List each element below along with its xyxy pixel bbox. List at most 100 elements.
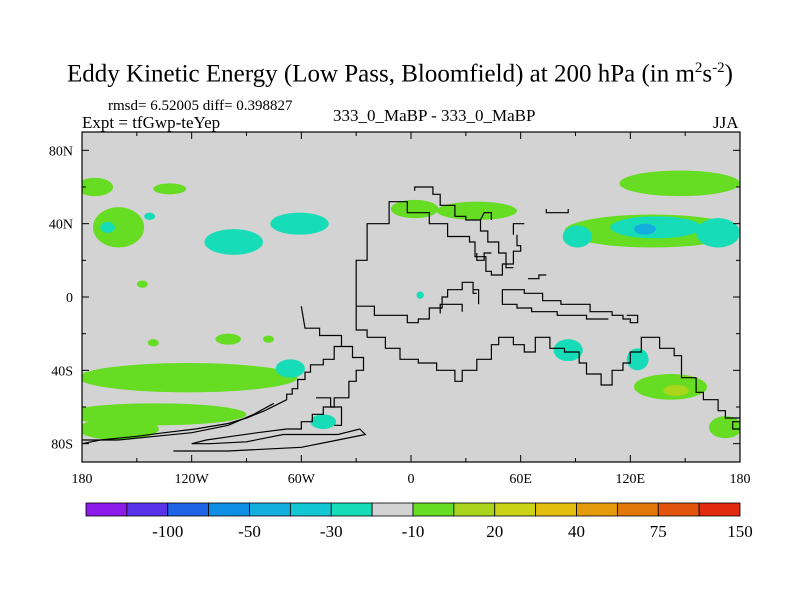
x-tick-label: 180 bbox=[72, 472, 93, 487]
colorbar-swatch bbox=[657, 502, 700, 517]
coastline-11 bbox=[732, 421, 740, 430]
title-close: ) bbox=[724, 60, 733, 88]
anomaly-region-26 bbox=[626, 348, 649, 371]
title-unit: s bbox=[702, 60, 713, 88]
coastline-20 bbox=[545, 209, 569, 214]
anomaly-region-25 bbox=[416, 291, 424, 299]
colorbar-label: -30 bbox=[320, 522, 343, 541]
x-tick-label: 120E bbox=[616, 472, 646, 487]
anomaly-region-14 bbox=[696, 218, 740, 248]
colorbar-swatch bbox=[289, 502, 332, 517]
anomaly-region-15 bbox=[136, 280, 148, 288]
colorbar-swatch bbox=[208, 502, 250, 517]
coastline-8 bbox=[355, 201, 522, 307]
anomaly-region-2 bbox=[92, 207, 145, 248]
colorbar-swatch bbox=[453, 502, 496, 517]
coastline-0 bbox=[286, 306, 343, 400]
colorbar-swatch bbox=[249, 502, 291, 517]
colorbar-label: 20 bbox=[486, 522, 503, 541]
coastline-17 bbox=[512, 223, 525, 235]
coastline-1 bbox=[286, 345, 365, 430]
title-sup-2: -2 bbox=[712, 60, 725, 76]
coastline-9 bbox=[356, 281, 480, 324]
anomaly-region-21 bbox=[82, 418, 159, 440]
anomaly-region-18 bbox=[262, 335, 274, 343]
season-label: JJA bbox=[713, 113, 739, 132]
anomaly-regions bbox=[82, 170, 740, 440]
anomaly-region-5 bbox=[204, 229, 263, 255]
colorbar: -100 -50 -30 -10 20 40 75 150 bbox=[85, 502, 753, 541]
anomaly-region-3 bbox=[100, 221, 115, 233]
anomaly-region-1 bbox=[153, 183, 187, 195]
colorbar-label: 150 bbox=[727, 522, 753, 541]
anomaly-region-29 bbox=[708, 416, 740, 439]
anomaly-region-24 bbox=[553, 339, 583, 362]
coastline-19 bbox=[528, 274, 547, 280]
coastline-18 bbox=[476, 252, 492, 261]
coastline-5 bbox=[316, 397, 343, 426]
colorbar-label: -50 bbox=[238, 522, 261, 541]
colorbar-swatch bbox=[412, 502, 455, 517]
colorbar-label: -10 bbox=[402, 522, 425, 541]
colorbar-swatch bbox=[494, 502, 537, 517]
coastlines bbox=[82, 186, 740, 452]
colorbar-swatch bbox=[126, 502, 169, 517]
anomaly-region-0 bbox=[82, 177, 114, 197]
title-sup-1: 2 bbox=[694, 60, 703, 76]
anomaly-region-4 bbox=[144, 212, 156, 220]
anomaly-region-13 bbox=[562, 225, 592, 248]
colorbar-label: -100 bbox=[152, 522, 183, 541]
colorbar-swatch bbox=[330, 502, 373, 517]
y-tick-label: 80S bbox=[51, 438, 73, 453]
anomaly-region-17 bbox=[215, 333, 242, 345]
colorbar-swatch bbox=[167, 502, 210, 517]
anomaly-region-7 bbox=[390, 199, 439, 219]
coastline-12 bbox=[439, 303, 463, 314]
anomaly-region-23 bbox=[310, 414, 337, 429]
anomaly-region-6 bbox=[270, 212, 329, 235]
anomaly-region-8 bbox=[436, 201, 518, 220]
colorbar-swatch bbox=[535, 502, 577, 517]
anomaly-region-12 bbox=[633, 223, 656, 235]
experiment-label: Expt = tfGwp-teYep bbox=[82, 113, 221, 132]
case-label: 333_0_MaBP - 333_0_MaBP bbox=[333, 106, 536, 125]
title-text: Eddy Kinetic Energy (Low Pass, Bloomfiel… bbox=[67, 60, 695, 88]
coastline-10 bbox=[367, 336, 740, 419]
coastline-6 bbox=[173, 428, 367, 452]
coastline-21 bbox=[472, 289, 477, 294]
y-tick-label: 80N bbox=[49, 144, 73, 159]
colorbar-swatch bbox=[616, 502, 659, 517]
stats-label: rmsd= 6.52005 diff= 0.398827 bbox=[108, 98, 293, 114]
coastline-7 bbox=[355, 306, 368, 338]
y-tick-label: 0 bbox=[66, 291, 73, 306]
colorbar-swatch bbox=[698, 502, 741, 517]
anomaly-region-19 bbox=[82, 363, 298, 393]
coastline-14 bbox=[501, 297, 609, 320]
x-tick-label: 60W bbox=[288, 472, 316, 487]
colorbar-label: 40 bbox=[568, 522, 585, 541]
x-tick-label: 0 bbox=[408, 472, 415, 487]
x-tick-label: 120W bbox=[175, 472, 210, 487]
anomaly-region-9 bbox=[619, 170, 740, 197]
coastline-2 bbox=[82, 399, 287, 445]
axis-ticks bbox=[81, 132, 741, 462]
anomaly-region-22 bbox=[275, 359, 305, 378]
chart-title: Eddy Kinetic Energy (Low Pass, Bloomfiel… bbox=[0, 60, 800, 88]
axis-tick-labels: 180 120W 60W 0 60E 120E 180 80N 40N 0 40S 80S bbox=[49, 144, 751, 487]
colorbar-swatch bbox=[85, 502, 128, 517]
coastline-3 bbox=[191, 428, 287, 445]
colorbar-swatch bbox=[371, 502, 414, 517]
x-tick-label: 60E bbox=[509, 472, 532, 487]
x-tick-label: 180 bbox=[730, 472, 751, 487]
anomaly-region-28 bbox=[663, 385, 689, 396]
coastline-4 bbox=[82, 402, 275, 441]
coastline-15 bbox=[414, 186, 514, 269]
colorbar-swatch bbox=[576, 502, 618, 517]
coastline-13 bbox=[501, 289, 639, 324]
anomaly-region-16 bbox=[147, 339, 159, 347]
colorbar-label: 75 bbox=[650, 522, 667, 541]
y-tick-label: 40N bbox=[49, 218, 73, 233]
y-tick-label: 40S bbox=[51, 364, 73, 379]
anomaly-region-11 bbox=[610, 216, 702, 239]
